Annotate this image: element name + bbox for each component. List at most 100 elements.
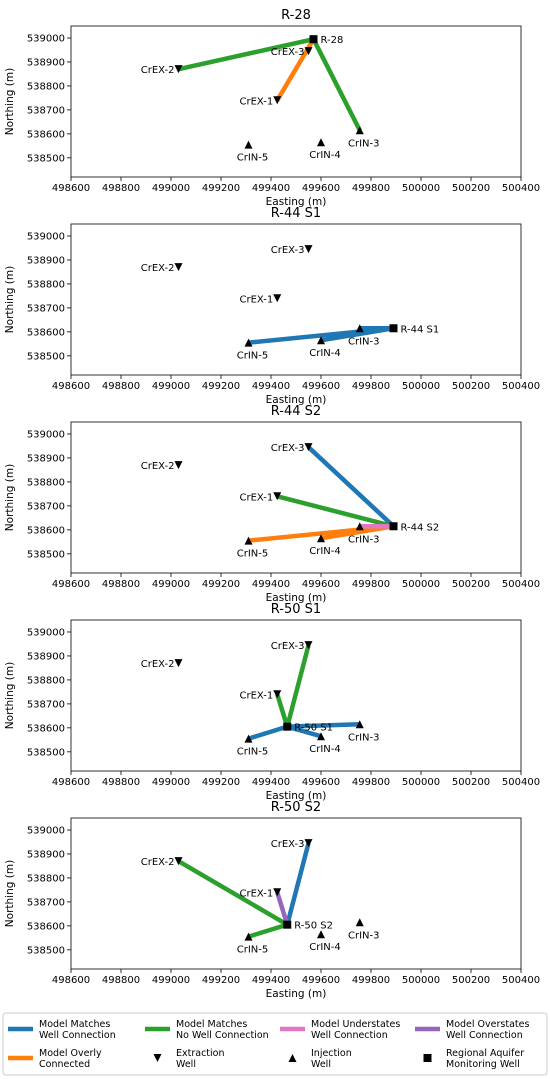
y-tick-label: 538800 <box>27 477 65 488</box>
legend-label: No Well Connection <box>176 1030 269 1041</box>
well-label-crin-5: CrIN-5 <box>237 153 269 164</box>
legend-label: Model Matches <box>39 1019 110 1030</box>
well-label-crin-3: CrIN-3 <box>348 732 380 743</box>
plot-frame <box>70 223 522 376</box>
y-axis-label: Northing (m) <box>4 860 16 927</box>
y-tick-label: 538500 <box>27 945 65 956</box>
y-tick-label: 538600 <box>27 525 65 536</box>
injection-well-marker-crin-4 <box>317 534 325 543</box>
legend-label: Extraction <box>176 1048 225 1059</box>
x-tick-label: 499600 <box>302 381 340 392</box>
injection-well-marker-crin-3 <box>355 522 364 531</box>
injection-well-marker-crin-4 <box>317 336 325 345</box>
x-tick-label: 498800 <box>102 975 140 986</box>
injection-well-marker-crin-3 <box>355 324 364 333</box>
well-label-crin-5: CrIN-5 <box>237 747 269 758</box>
x-tick-label: 498800 <box>102 381 140 392</box>
y-tick-label: 538900 <box>27 453 65 464</box>
x-axis-label: Easting (m) <box>266 988 327 1000</box>
x-tick-label: 499600 <box>302 183 340 194</box>
y-tick-label: 538900 <box>27 57 65 68</box>
x-tick-label: 500400 <box>502 579 540 590</box>
legend-label: Model Understates <box>311 1019 400 1030</box>
panel-title: R-50 S2 <box>271 800 321 815</box>
extraction-well-marker-crex-1 <box>273 492 282 501</box>
x-tick-label: 498600 <box>52 183 90 194</box>
x-tick-label: 499200 <box>202 183 240 194</box>
connection-r-28-to-crin-3 <box>311 38 362 132</box>
x-tick-label: 498600 <box>52 381 90 392</box>
monitoring-well-marker-r-28 <box>309 35 318 44</box>
extraction-well-marker-crex-1 <box>273 294 282 303</box>
legend-label: Connected <box>39 1059 90 1070</box>
well-label-r-50-s2: R-50 S2 <box>294 921 333 932</box>
legend-label: Well <box>311 1059 331 1070</box>
y-tick-label: 538800 <box>27 873 65 884</box>
x-tick-label: 499800 <box>352 579 390 590</box>
x-tick-label: 500400 <box>502 381 540 392</box>
legend-box <box>2 1012 548 1076</box>
y-axis-label: Northing (m) <box>4 464 16 531</box>
x-tick-label: 500200 <box>452 183 490 194</box>
connection-r-28-to-crex-2 <box>178 36 314 72</box>
well-label-crex-2: CrEX-2 <box>141 857 175 868</box>
well-label-crin-5: CrIN-5 <box>237 945 269 956</box>
injection-well-marker-crin-4 <box>317 930 325 939</box>
extraction-well-marker-crex-3 <box>304 641 313 650</box>
well-label-crex-1: CrEX-1 <box>240 492 274 503</box>
x-tick-label: 499000 <box>152 777 190 788</box>
x-tick-label: 499400 <box>252 975 290 986</box>
x-tick-label: 500000 <box>402 381 440 392</box>
y-tick-label: 538700 <box>27 897 65 908</box>
injection-well-marker-crin-5 <box>244 338 253 347</box>
y-tick-label: 538900 <box>27 849 65 860</box>
connection-r-50-s1-to-crex-1 <box>275 693 290 728</box>
plot-frame <box>70 619 522 772</box>
extraction-well-marker-crex-3 <box>304 839 313 848</box>
x-tick-label: 500200 <box>452 777 490 788</box>
x-tick-label: 498800 <box>102 579 140 590</box>
well-label-crin-5: CrIN-5 <box>237 351 269 362</box>
panel-r-50-s1: R-50 S1 498600 498800 499000 499200 499400 499… <box>4 602 540 802</box>
y-tick-label: 538800 <box>27 81 65 92</box>
connection-r-50-s2-to-crin-5 <box>247 922 288 939</box>
legend-label: Model Matches <box>176 1019 247 1030</box>
legend-marker-regional-aquifer-monitoring-well <box>423 1054 432 1062</box>
x-tick-label: 500400 <box>502 777 540 788</box>
x-tick-label: 500400 <box>502 183 540 194</box>
injection-well-marker-crin-5 <box>244 932 253 941</box>
well-label-crex-3: CrEX-3 <box>271 443 305 454</box>
well-label-crin-3: CrIN-3 <box>348 138 380 149</box>
x-axis-label: Easting (m) <box>266 790 327 802</box>
legend-label: Well Connection <box>446 1030 523 1041</box>
well-label-crin-3: CrIN-3 <box>348 930 380 941</box>
connection-r-44-s2-to-crex-1 <box>276 494 395 529</box>
y-tick-label: 538700 <box>27 303 65 314</box>
x-tick-label: 499200 <box>202 579 240 590</box>
extraction-well-marker-crex-2 <box>174 461 183 470</box>
x-tick-label: 500400 <box>502 975 540 986</box>
well-label-crex-3: CrEX-3 <box>271 47 305 58</box>
x-tick-label: 499600 <box>302 579 340 590</box>
panel-r-28: R-28 498600 498800 499000 499200 499400 499600… <box>4 8 540 208</box>
plot-frame <box>70 817 522 970</box>
x-tick-label: 499800 <box>352 777 390 788</box>
x-tick-label: 500200 <box>452 381 490 392</box>
y-axis-label: Northing (m) <box>4 266 16 333</box>
legend-marker-injection-well <box>288 1054 297 1062</box>
x-tick-label: 498800 <box>102 183 140 194</box>
well-label-crin-4: CrIN-4 <box>309 942 341 953</box>
extraction-well-marker-crex-2 <box>174 263 183 272</box>
connection-r-50-s1-to-crin-3 <box>287 722 360 729</box>
x-tick-label: 498800 <box>102 777 140 788</box>
well-label-r-28: R-28 <box>321 35 344 46</box>
panel-title: R-44 S1 <box>271 206 321 221</box>
monitoring-well-marker-r-50-s2 <box>283 920 292 929</box>
connection-r-50-s1-to-crex-3 <box>285 644 311 728</box>
extraction-well-marker-crex-3 <box>304 245 313 254</box>
x-tick-label: 499400 <box>252 777 290 788</box>
